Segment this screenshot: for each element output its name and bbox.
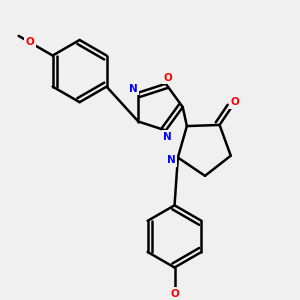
Text: O: O [170,289,179,299]
Text: N: N [129,84,137,94]
Text: N: N [164,132,172,142]
Text: O: O [25,37,34,47]
Text: O: O [230,98,239,107]
Text: N: N [167,155,176,165]
Text: O: O [164,73,172,82]
